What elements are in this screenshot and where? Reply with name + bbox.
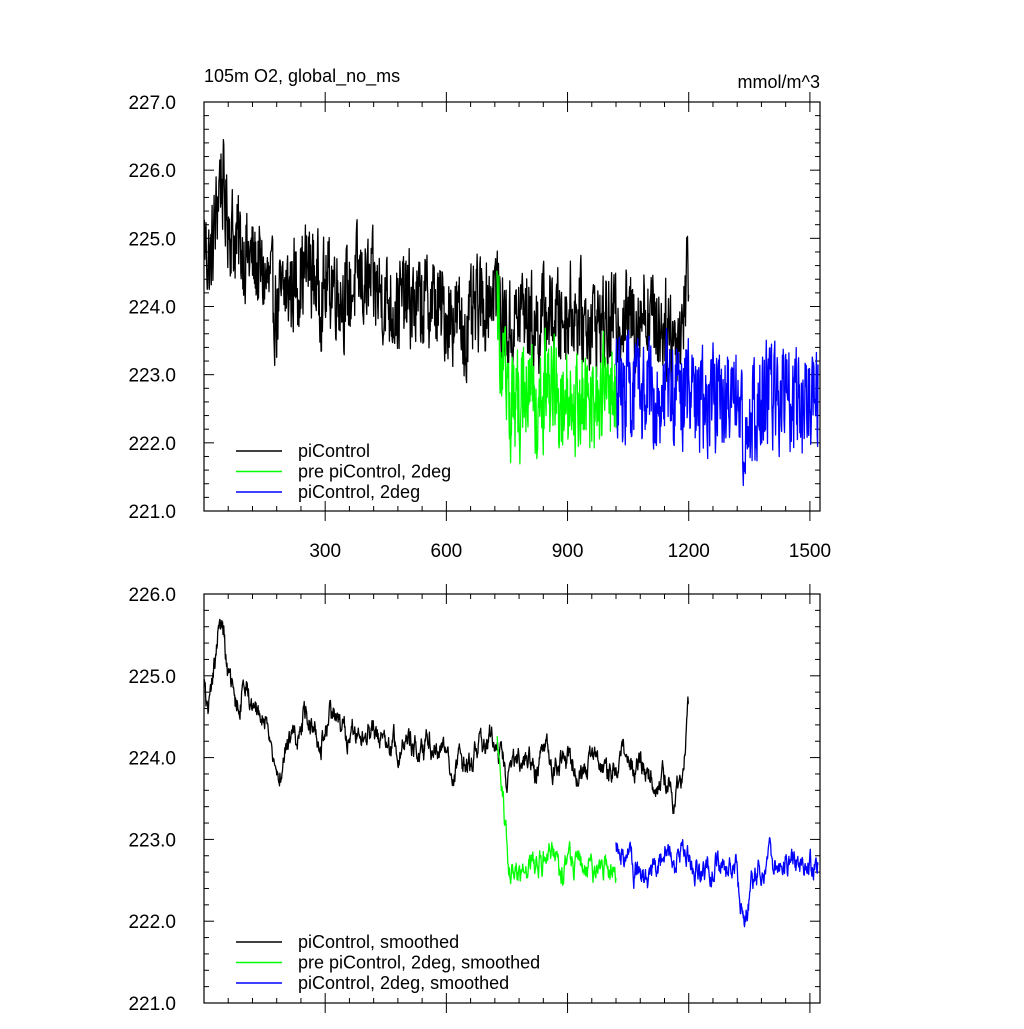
y-tick-label: 222.0 <box>128 434 176 455</box>
x-tick-label: 1200 <box>668 541 710 562</box>
y-tick-label: 227.0 <box>128 93 176 114</box>
legend-label: piControl <box>298 441 370 461</box>
y-tick-label: 225.0 <box>128 667 176 688</box>
y-tick-label: 221.0 <box>128 502 176 523</box>
series-line-1 <box>204 618 689 815</box>
legend-label: pre piControl, 2deg, smoothed <box>298 953 540 973</box>
y-tick-label: 223.0 <box>128 366 176 387</box>
series-line-3 <box>615 327 819 487</box>
series-line-2 <box>496 270 617 465</box>
y-tick-label: 226.0 <box>128 585 176 606</box>
legend-label: piControl, 2deg, smoothed <box>298 973 509 993</box>
y-tick-label: 226.0 <box>128 161 176 182</box>
legend-label: piControl, smoothed <box>298 932 459 952</box>
legend-label: pre piControl, 2deg <box>298 462 451 482</box>
y-tick-label: 224.0 <box>128 749 176 770</box>
y-tick-label: 225.0 <box>128 229 176 250</box>
x-tick-label: 1500 <box>789 541 831 562</box>
y-tick-label: 221.0 <box>128 994 176 1015</box>
legend-label: piControl, 2deg <box>298 482 420 502</box>
plot-frame <box>203 101 821 512</box>
series-group <box>204 618 819 928</box>
series-line-2 <box>496 736 617 886</box>
y-tick-label: 223.0 <box>128 830 176 851</box>
x-tick-label: 600 <box>431 541 463 562</box>
top-panel: 221.0 222.0 223.0 224.0 225.0 226.0 227.0 300 60… <box>128 92 831 562</box>
x-tick-label: 300 <box>309 541 341 562</box>
chart-title: 105m O2, global_no_ms <box>204 66 400 87</box>
units-label: mmol/m^3 <box>738 72 820 92</box>
bottom-panel: 221.0 222.0 223.0 224.0 225.0 226.0 piControl,… <box>128 584 821 1015</box>
y-tick-label: 224.0 <box>128 298 176 319</box>
series-group <box>204 138 819 487</box>
plot-frame <box>203 593 821 1004</box>
series-line-3 <box>615 837 819 928</box>
x-tick-label: 900 <box>552 541 584 562</box>
y-tick-label: 222.0 <box>128 912 176 933</box>
